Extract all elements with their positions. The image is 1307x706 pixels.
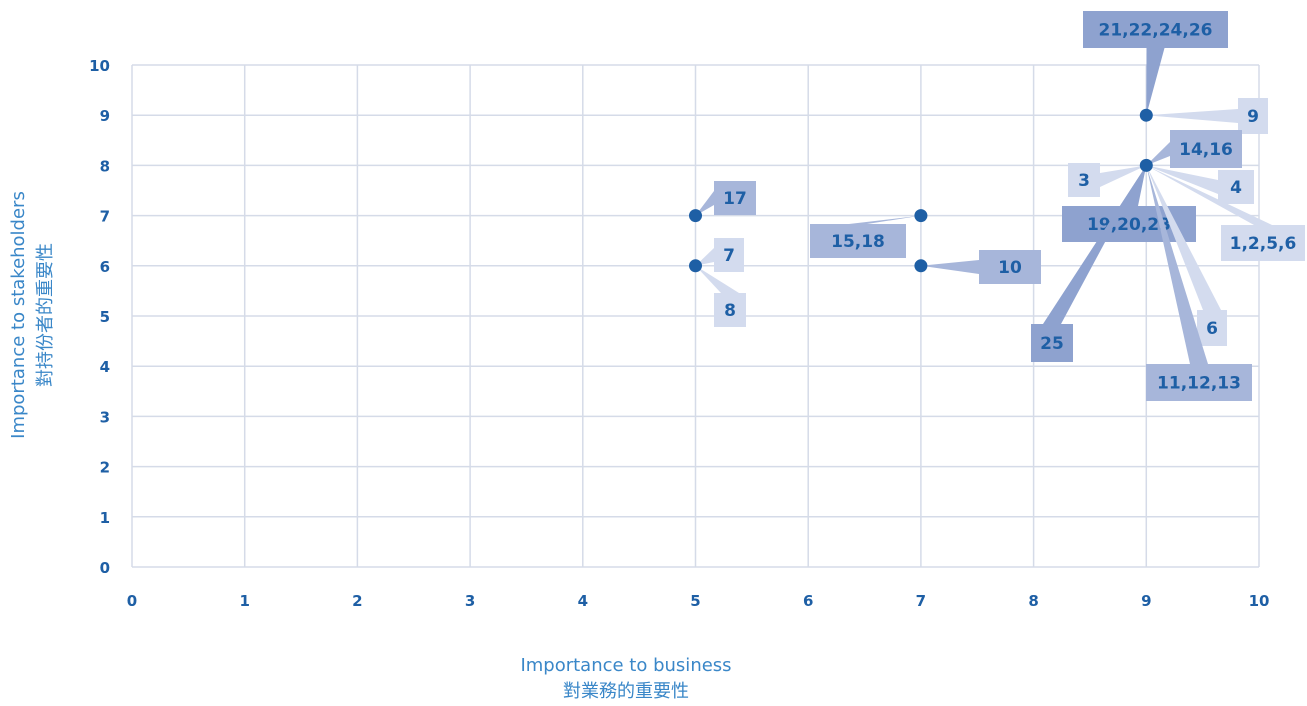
callout: 15,18 bbox=[810, 215, 921, 258]
callout-label: 9 bbox=[1247, 107, 1259, 127]
callout-pointer bbox=[1146, 165, 1208, 364]
callout-pointer bbox=[920, 260, 979, 274]
y-axis-title-en: Importance to stakeholders bbox=[8, 191, 29, 439]
callout: 8 bbox=[695, 265, 746, 327]
callout-label: 25 bbox=[1040, 334, 1064, 354]
callout-pointer bbox=[1146, 109, 1238, 123]
x-tick-label: 0 bbox=[127, 592, 137, 610]
callout-pointer bbox=[849, 215, 921, 224]
callout-box bbox=[1197, 310, 1227, 346]
callout-box bbox=[1218, 170, 1254, 204]
callout: 11,12,13 bbox=[1146, 165, 1252, 401]
callout: 10 bbox=[920, 250, 1041, 284]
x-tick-label: 2 bbox=[352, 592, 362, 610]
callout-box bbox=[979, 250, 1041, 284]
data-point bbox=[1139, 158, 1153, 172]
callout: 1,2,5,6 bbox=[1146, 165, 1305, 261]
callout-pointer bbox=[695, 248, 714, 266]
callout-label: 11,12,13 bbox=[1157, 374, 1241, 394]
data-point bbox=[689, 259, 702, 273]
callout: 6 bbox=[1146, 165, 1227, 346]
callout-pointer bbox=[1100, 165, 1147, 187]
callout-box bbox=[714, 293, 746, 327]
callout-pointer bbox=[695, 191, 714, 216]
y-tick-label: 8 bbox=[100, 157, 110, 175]
callout-label: 6 bbox=[1206, 319, 1218, 339]
x-tick-label: 9 bbox=[1141, 592, 1151, 610]
callout-label: 15,18 bbox=[831, 232, 885, 252]
x-tick-label: 4 bbox=[578, 592, 588, 610]
x-axis-title-zh: 對業務的重要性 bbox=[563, 681, 689, 702]
y-tick-label: 5 bbox=[100, 308, 110, 326]
callout-label: 4 bbox=[1230, 178, 1242, 198]
callout-box bbox=[1068, 163, 1100, 197]
y-tick-label: 0 bbox=[100, 559, 110, 577]
y-axis-ticks: 0 1 2 3 4 5 6 7 8 9 10 bbox=[89, 57, 110, 577]
callout-box bbox=[1146, 364, 1252, 401]
data-point bbox=[914, 209, 928, 223]
data-points bbox=[689, 108, 1153, 273]
y-tick-label: 10 bbox=[89, 57, 110, 75]
callout-label: 21,22,24,26 bbox=[1098, 21, 1212, 41]
callout-pointer bbox=[695, 265, 739, 293]
callout-box bbox=[714, 238, 744, 272]
x-tick-label: 3 bbox=[465, 592, 475, 610]
callout-pointer bbox=[1146, 48, 1165, 116]
callout-label: 17 bbox=[723, 189, 747, 209]
callout-label: 14,16 bbox=[1179, 140, 1233, 160]
callout-box bbox=[1083, 11, 1228, 48]
x-tick-label: 8 bbox=[1028, 592, 1038, 610]
y-tick-label: 1 bbox=[100, 509, 110, 527]
callout-pointer bbox=[1146, 165, 1218, 194]
callout-box bbox=[1031, 324, 1073, 362]
callout: 7 bbox=[695, 238, 744, 272]
callout-label: 10 bbox=[998, 258, 1022, 278]
x-axis-ticks: 0 1 2 3 4 5 6 7 8 9 10 bbox=[127, 592, 1270, 610]
callout-box bbox=[1221, 225, 1305, 261]
y-tick-label: 7 bbox=[100, 208, 110, 226]
data-point bbox=[689, 209, 702, 223]
callout-pointer bbox=[1043, 165, 1147, 324]
y-tick-label: 9 bbox=[100, 107, 110, 125]
y-tick-label: 4 bbox=[100, 358, 110, 376]
y-tick-label: 3 bbox=[100, 408, 110, 426]
data-point bbox=[1139, 108, 1153, 122]
x-tick-label: 7 bbox=[916, 592, 926, 610]
callout: 17 bbox=[695, 181, 756, 216]
x-tick-label: 5 bbox=[690, 592, 700, 610]
callout: 14,16 bbox=[1146, 130, 1242, 168]
y-tick-label: 6 bbox=[100, 258, 110, 276]
callout: 3 bbox=[1068, 163, 1147, 197]
callout: 25 bbox=[1031, 165, 1147, 362]
y-tick-label: 2 bbox=[100, 459, 110, 477]
callout-box bbox=[714, 181, 756, 215]
grid bbox=[131, 64, 1260, 568]
data-point bbox=[914, 259, 928, 273]
callout-label: 8 bbox=[724, 301, 736, 321]
callout-pointer bbox=[1146, 165, 1221, 310]
callout-box bbox=[810, 224, 906, 258]
callout: 4 bbox=[1146, 165, 1254, 204]
y-axis-title-zh: 對持份者的重要性 bbox=[35, 243, 56, 387]
callout-box bbox=[1238, 98, 1268, 134]
callout: 21,22,24,26 bbox=[1083, 11, 1228, 116]
callout: 9 bbox=[1146, 98, 1268, 134]
x-tick-label: 10 bbox=[1249, 592, 1270, 610]
callout-label: 1,2,5,6 bbox=[1230, 234, 1297, 254]
x-tick-label: 6 bbox=[803, 592, 813, 610]
callout-label: 3 bbox=[1078, 171, 1090, 191]
callout-label: 7 bbox=[723, 246, 735, 266]
x-axis-title-en: Importance to business bbox=[520, 655, 731, 676]
callout-pointer bbox=[1146, 142, 1170, 166]
callout-pointer bbox=[1146, 165, 1272, 225]
x-tick-label: 1 bbox=[239, 592, 249, 610]
callout-box bbox=[1170, 130, 1242, 168]
